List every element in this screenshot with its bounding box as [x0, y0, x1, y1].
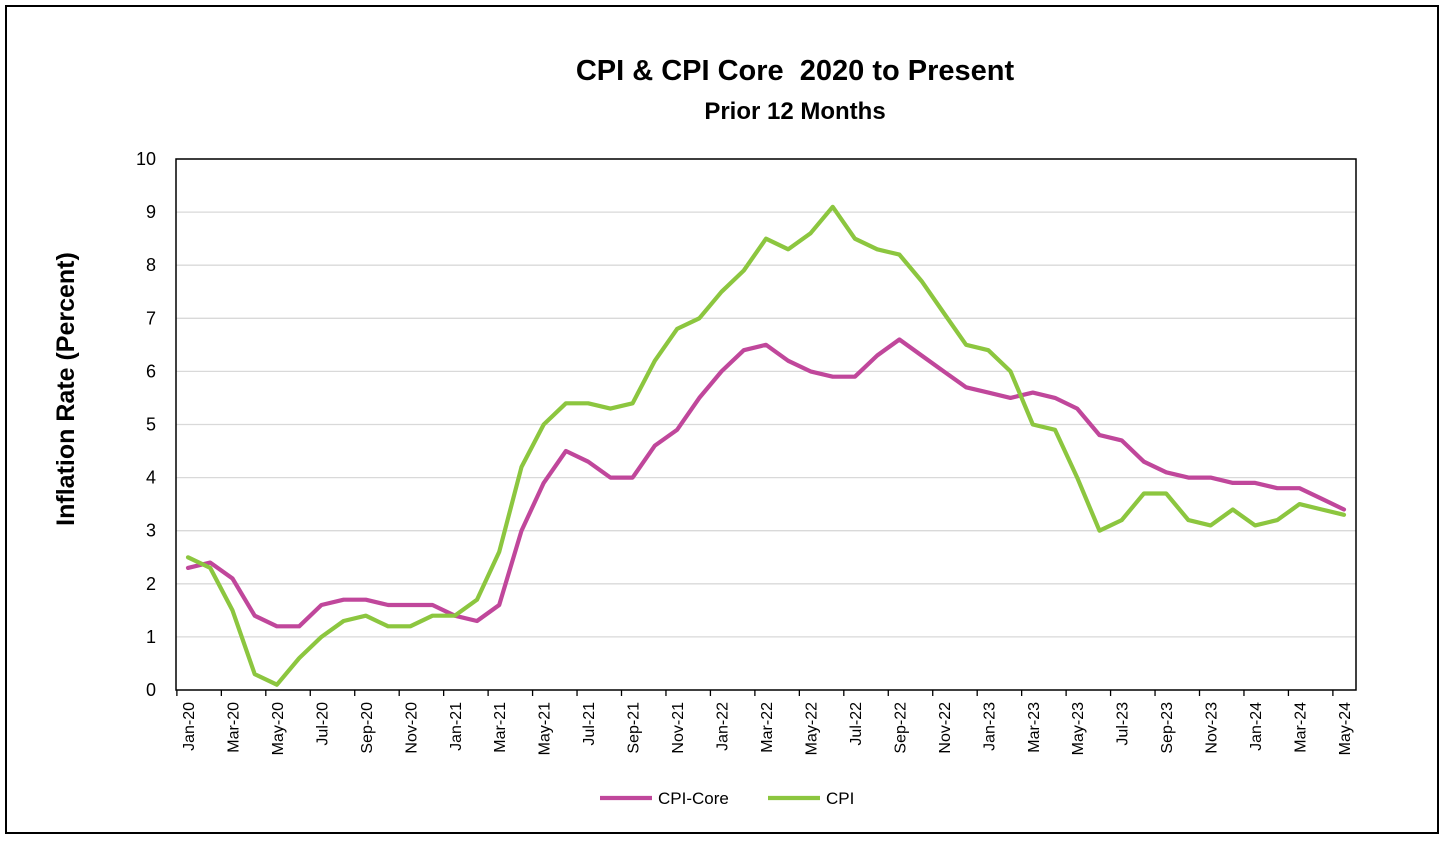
x-tick-label: Mar-22	[759, 702, 776, 753]
x-tick-label: Jan-20	[181, 702, 198, 751]
y-tick-label: 7	[146, 308, 156, 328]
y-tick-label: 0	[146, 680, 156, 700]
x-tick-label: Jan-21	[448, 702, 465, 751]
y-tick-labels: 0 1 2 3 4 5 6 7 8 9 10	[136, 149, 156, 700]
x-tick-label: Mar-23	[1026, 702, 1043, 753]
legend-label: CPI-Core	[658, 789, 729, 808]
legend-label: CPI	[826, 789, 854, 808]
y-axis-label: Inflation Rate (Percent)	[52, 252, 80, 526]
x-tick-label: Mar-20	[225, 702, 242, 753]
legend: CPI-Core CPI	[600, 789, 854, 808]
x-tick-label: Mar-24	[1293, 702, 1310, 753]
x-tick-label: May-22	[803, 702, 820, 755]
x-tick-label: Sep-21	[626, 702, 643, 754]
x-tick-label: Sep-22	[892, 702, 909, 754]
x-tick-label: Mar-21	[492, 702, 509, 753]
x-tick-label: Nov-23	[1204, 702, 1221, 754]
chart-subtitle: Prior 12 Months	[704, 98, 885, 125]
x-tick-label: Jul-21	[581, 702, 598, 746]
x-tick-label: Jul-23	[1115, 702, 1132, 746]
legend-item: CPI-Core	[600, 789, 729, 808]
series-line-cpi	[185, 204, 1347, 687]
x-tick-label: Sep-23	[1159, 702, 1176, 754]
x-tick-label: Jan-23	[981, 702, 998, 751]
x-tick-label: Jan-24	[1248, 702, 1265, 751]
x-tick-label: May-20	[270, 702, 287, 755]
x-tick-label: Jul-22	[848, 702, 865, 746]
chart-title: CPI & CPI Core 2020 to Present	[576, 55, 1015, 87]
series-lines	[185, 204, 1347, 687]
y-tick-label: 8	[146, 255, 156, 275]
y-tick-label: 1	[146, 627, 156, 647]
y-tick-label: 2	[146, 574, 156, 594]
y-tick-label: 3	[146, 521, 156, 541]
gridlines	[175, 158, 1357, 691]
x-tick-label: Jul-20	[314, 702, 331, 746]
y-tick-label: 6	[146, 361, 156, 381]
y-tick-label: 4	[146, 468, 156, 488]
x-tick-label: Nov-22	[937, 702, 954, 754]
series-line-cpi-core	[185, 337, 1347, 629]
x-tick-label: May-24	[1337, 702, 1354, 755]
plot-area-border	[175, 158, 1357, 691]
x-tick-label: May-21	[537, 702, 554, 755]
y-tick-label: 5	[146, 415, 156, 435]
x-tick-labels: Jan-20 Mar-20 May-20 Jul-20 Sep-20 Nov-20 Jan-…	[176, 690, 1354, 755]
x-tick-label: Nov-20	[403, 702, 420, 754]
x-tick-label: Sep-20	[359, 702, 376, 754]
y-tick-label: 9	[146, 202, 156, 222]
legend-item: CPI	[768, 789, 854, 808]
y-tick-label: 10	[136, 149, 156, 169]
x-tick-label: Jan-22	[715, 702, 732, 751]
x-tick-label: May-23	[1070, 702, 1087, 755]
x-tick-label: Nov-21	[670, 702, 687, 754]
